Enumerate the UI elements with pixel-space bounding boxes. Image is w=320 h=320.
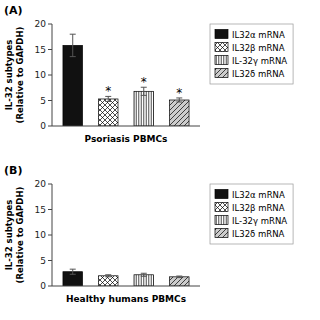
- error-cap: [141, 273, 147, 274]
- bar: [134, 275, 154, 286]
- panel-label: (B): [4, 164, 22, 177]
- x-axis-label: Healthy humans PBMCs: [66, 294, 186, 304]
- y-tick-label: 5: [40, 256, 46, 266]
- legend-label: IL-32γ mRNA: [232, 56, 287, 66]
- bar: [63, 272, 83, 286]
- y-axis-label: IL-32 subtypes: [4, 200, 14, 271]
- error-cap: [176, 102, 182, 103]
- error-bar: [70, 269, 76, 274]
- legend-label: IL32β mRNA: [232, 43, 285, 53]
- marks: [63, 269, 189, 286]
- legend-label: IL32β mRNA: [232, 203, 285, 213]
- error-cap: [176, 276, 182, 277]
- error-cap: [105, 101, 111, 102]
- panel: (B) IL-32 subtypes(Relative to GAPDH) Heal…: [4, 164, 293, 304]
- error-cap: [105, 274, 111, 275]
- legend-label: IL32δ mRNA: [232, 69, 285, 79]
- bar: [98, 276, 118, 286]
- x-axis-label: Psoriasis PBMCs: [85, 134, 168, 144]
- bar: [134, 91, 154, 126]
- error-cap: [70, 34, 76, 35]
- legend-swatch: [215, 56, 228, 65]
- error-cap: [141, 95, 147, 96]
- y-tick: [48, 209, 52, 210]
- y-tick: [48, 260, 52, 261]
- error-bar: [141, 273, 147, 276]
- panel-label: (A): [4, 4, 23, 17]
- y-tick-label: 10: [35, 70, 47, 80]
- y-tick-label: 15: [35, 205, 46, 215]
- legend-frame: [210, 184, 293, 244]
- legend-frame: [210, 24, 293, 84]
- y-tick-label: 0: [40, 121, 46, 131]
- marks: [63, 34, 189, 126]
- y-tick-label: 20: [35, 179, 47, 189]
- y-tick: [48, 235, 52, 236]
- bar: [98, 99, 118, 126]
- legend-label: IL-32γ mRNA: [232, 216, 287, 226]
- significance-label: *: [141, 75, 147, 89]
- significance-label: *: [176, 86, 182, 100]
- y-tick-label: 15: [35, 45, 46, 55]
- error-stem: [72, 269, 73, 274]
- y-axis: [52, 184, 53, 286]
- y-tick: [48, 24, 52, 25]
- y-axis-label: (Relative to GAPDH): [15, 186, 25, 283]
- y-tick: [48, 126, 52, 127]
- legend-swatch: [215, 203, 228, 212]
- y-axis-label: IL-32 subtypes: [4, 40, 14, 111]
- legend: IL32α mRNA IL32β mRNA IL-32γ mRNA IL32δ mRN…: [210, 24, 293, 84]
- error-cap: [70, 274, 76, 275]
- legend-swatch: [215, 216, 228, 225]
- chart-root: (A)IL-32 subtypes(Relative to GAPDH)Psor…: [0, 0, 320, 320]
- error-cap: [176, 277, 182, 278]
- legend-swatch: [215, 43, 228, 52]
- legend-label: IL32α mRNA: [232, 30, 285, 40]
- x-axis: [52, 286, 200, 287]
- legend-label: IL32δ mRNA: [232, 229, 285, 239]
- legend: IL32α mRNA IL32β mRNA IL-32γ mRNA IL32δ mRN…: [210, 184, 293, 244]
- y-tick-label: 10: [35, 230, 47, 240]
- y-tick-label: 5: [40, 96, 46, 106]
- error-bar: [105, 275, 111, 277]
- y-tick: [48, 184, 52, 185]
- y-tick-label: 0: [40, 281, 46, 291]
- y-tick: [48, 286, 52, 287]
- bar: [170, 277, 190, 286]
- legend-swatch: [215, 229, 228, 238]
- bar: [63, 45, 83, 126]
- y-tick: [48, 49, 52, 50]
- significance-label: *: [105, 84, 111, 98]
- y-tick: [48, 100, 52, 101]
- y-axis: [52, 24, 53, 126]
- y-tick: [48, 75, 52, 76]
- error-cap: [141, 276, 147, 277]
- error-bar: [176, 276, 182, 278]
- legend-swatch: [215, 69, 228, 78]
- error-cap: [105, 276, 111, 277]
- bar: [170, 100, 190, 126]
- y-tick-label: 20: [35, 19, 47, 29]
- error-cap: [70, 56, 76, 57]
- legend-swatch: [215, 190, 228, 199]
- error-bar: [70, 34, 76, 56]
- y-axis-label: (Relative to GAPDH): [15, 26, 25, 123]
- error-stem: [72, 34, 73, 56]
- error-cap: [70, 269, 76, 270]
- legend-label: IL32α mRNA: [232, 190, 285, 200]
- x-axis: [52, 126, 200, 127]
- legend-swatch: [215, 30, 228, 39]
- panel: (A) IL-32 subtypes(Relative to GAPDH) Psor…: [4, 4, 293, 144]
